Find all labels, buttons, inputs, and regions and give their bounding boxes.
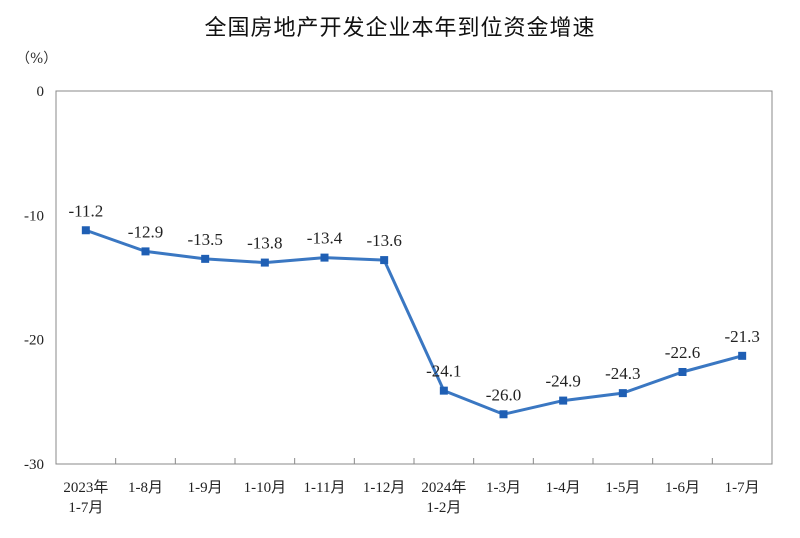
data-label: -13.5 — [187, 230, 222, 249]
data-point-marker — [439, 386, 448, 395]
series-line — [85, 228, 743, 416]
data-point-marker — [260, 258, 269, 267]
y-axis-unit: （%） — [16, 51, 58, 67]
x-tick-label: 1-6月 — [665, 480, 700, 496]
y-tick-label: 0 — [37, 84, 45, 100]
data-point-marker — [559, 396, 568, 405]
data-point-marker — [201, 254, 210, 263]
data-label: -24.1 — [426, 362, 461, 381]
data-point-marker — [738, 351, 747, 360]
x-tick-label: 2023年 1-7月 — [63, 479, 108, 516]
data-point-marker — [380, 256, 389, 265]
data-label: -26.0 — [486, 385, 521, 404]
x-tick-label: 1-11月 — [304, 480, 346, 496]
data-label: -12.9 — [128, 222, 163, 241]
x-tick-label: 1-7月 — [725, 480, 760, 496]
data-label: -24.3 — [605, 364, 640, 383]
data-label: -22.6 — [665, 343, 700, 362]
x-tick-label: 1-8月 — [128, 480, 163, 496]
x-tick-label: 1-10月 — [244, 480, 287, 496]
data-label: -24.9 — [545, 372, 580, 391]
data-point-marker — [678, 367, 687, 376]
x-tick-label: 1-4月 — [546, 480, 581, 496]
data-point-marker — [618, 389, 627, 398]
x-tick-label: 1-12月 — [363, 480, 406, 496]
data-label: -11.2 — [68, 201, 103, 220]
data-point-marker — [320, 253, 329, 262]
data-point-marker — [499, 410, 508, 419]
data-label: -13.4 — [307, 229, 343, 248]
x-tick-label: 1-5月 — [605, 480, 640, 496]
data-label: -21.3 — [724, 327, 759, 346]
x-tick-label: 1-9月 — [188, 480, 223, 496]
y-tick-label: -10 — [24, 208, 44, 224]
y-tick-label: -20 — [24, 333, 44, 349]
y-tick-label: -30 — [24, 457, 44, 473]
data-point-marker — [141, 247, 150, 256]
chart-title: 全国房地产开发企业本年到位资金增速 — [204, 16, 596, 41]
x-tick-label: 2024年 1-2月 — [421, 479, 466, 516]
data-label: -13.6 — [366, 231, 401, 250]
data-point-marker — [81, 226, 90, 235]
plot-frame — [55, 90, 773, 465]
data-label: -13.8 — [247, 234, 282, 253]
x-tick-label: 1-3月 — [486, 480, 521, 496]
